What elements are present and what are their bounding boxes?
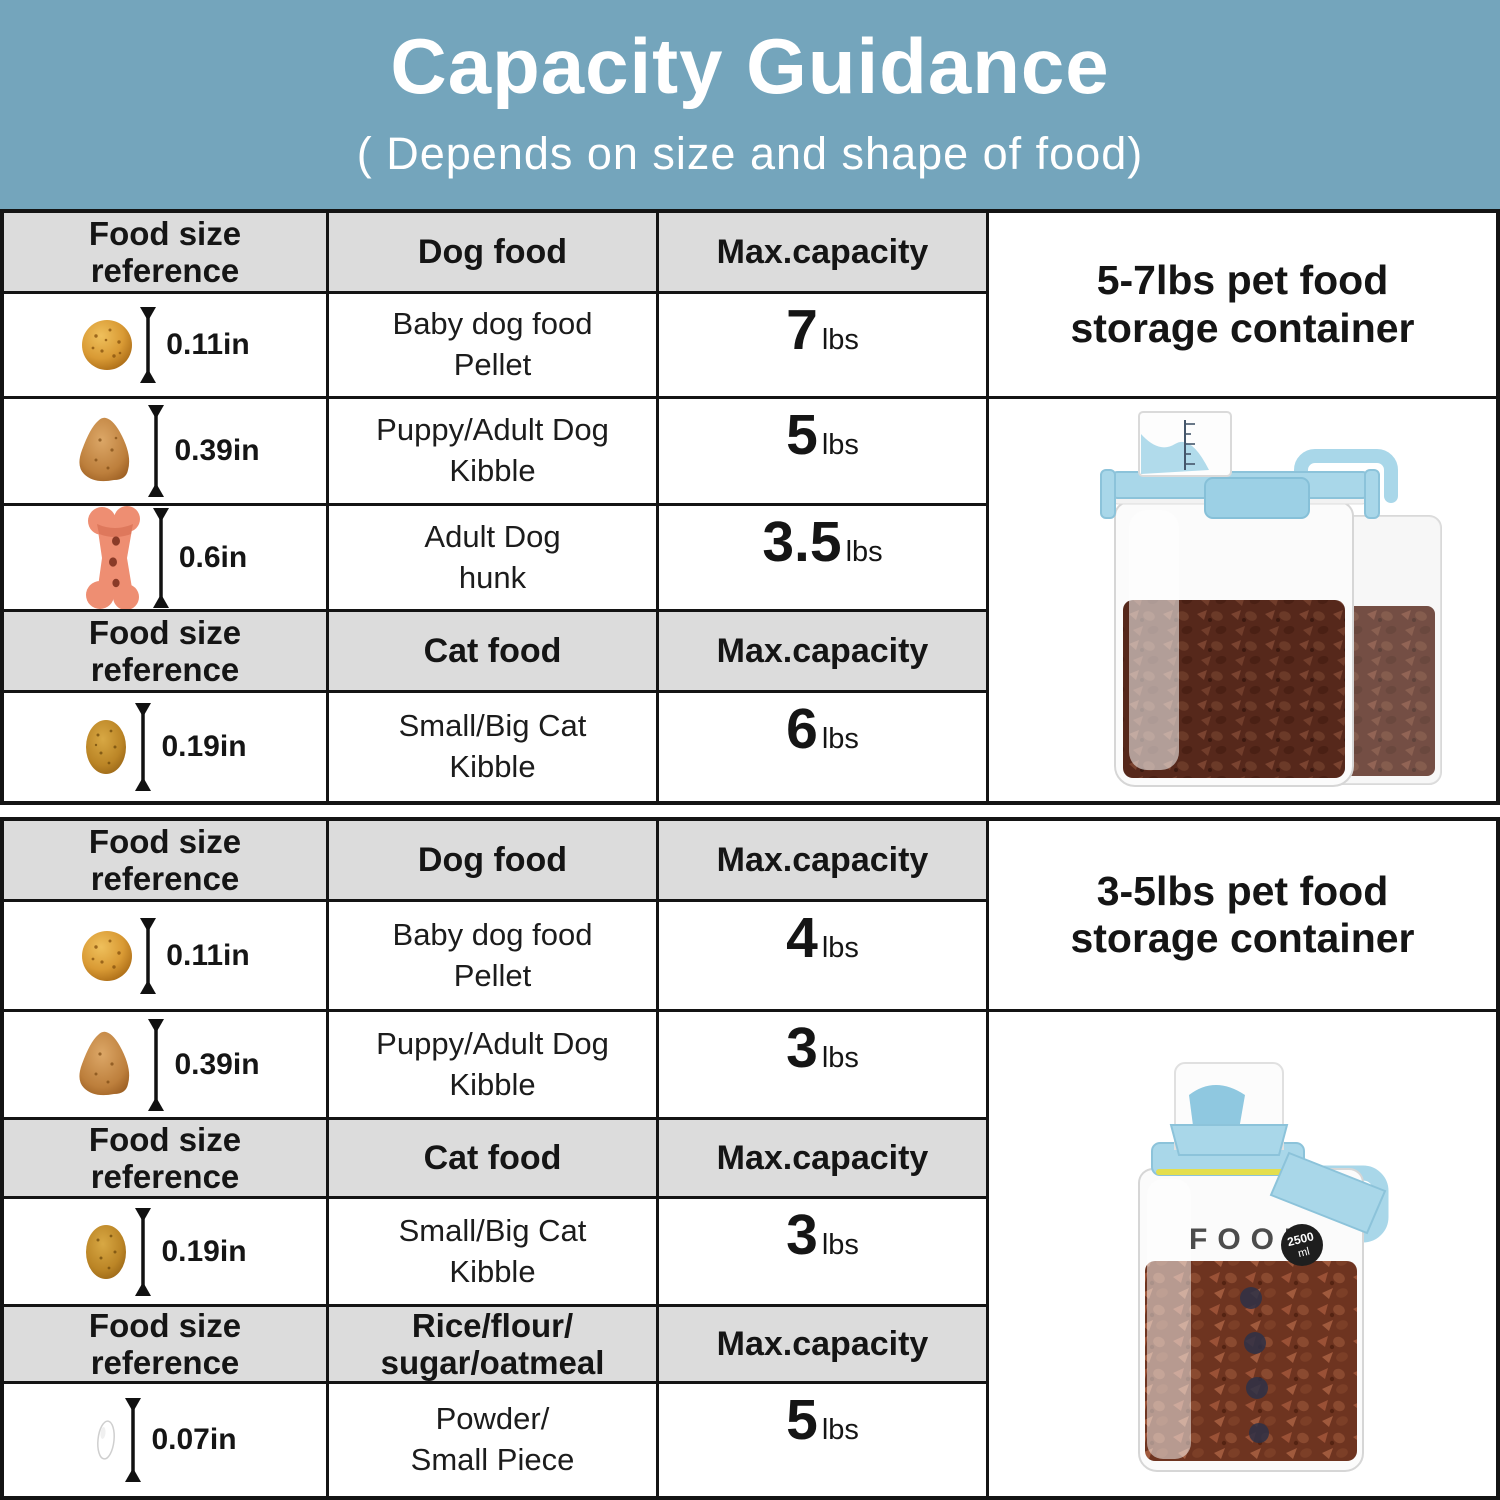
header-food-size-reference: Food size reference bbox=[4, 213, 326, 291]
food-size-cell: 0.11in bbox=[4, 902, 326, 1009]
food-name-cell: Powder/Small Piece bbox=[329, 1384, 656, 1496]
capacity-table-5-7lbs: Food size reference Dog food Max.capacit… bbox=[0, 209, 1500, 805]
food-size-cell: 0.19in bbox=[4, 1199, 326, 1304]
header-food-size-reference: Food size reference bbox=[4, 1307, 326, 1381]
header-food-size-reference: Food size reference bbox=[4, 612, 326, 690]
measuring-cup-icon bbox=[1138, 411, 1232, 477]
round-pellet-icon bbox=[82, 320, 133, 370]
triangle-kibble-icon bbox=[79, 417, 130, 482]
page-title: Capacity Guidance bbox=[390, 22, 1110, 110]
food-name-cell: Baby dog food Pellet bbox=[329, 902, 656, 1009]
svg-text:ml: ml bbox=[1297, 1246, 1311, 1260]
header-dog-food: Dog food bbox=[329, 821, 656, 899]
food-size-value: 0.39in bbox=[174, 434, 260, 467]
food-name-cell: Baby dog food Pellet bbox=[329, 294, 656, 396]
header-max-capacity: Max.capacity bbox=[659, 612, 986, 690]
triangle-kibble-icon bbox=[79, 1031, 130, 1095]
table-divider-gap bbox=[0, 805, 1500, 817]
svg-text:2500: 2500 bbox=[1286, 1229, 1316, 1249]
round-pellet-icon bbox=[82, 930, 133, 981]
dimension-marker-icon bbox=[140, 307, 157, 383]
banner: Capacity Guidance ( Depends on size and … bbox=[0, 0, 1500, 209]
food-name-cell: Adult Dog hunk bbox=[329, 506, 656, 609]
container-image-3-5lbs: FOOD 2500 ml bbox=[989, 1012, 1496, 1496]
large-container-illustration bbox=[1100, 411, 1442, 787]
product-title-3-5lbs: 3-5lbs pet food storage container bbox=[989, 821, 1496, 1009]
food-size-cell: 0.39in bbox=[4, 1012, 326, 1117]
capacity-cell: 5 lbs bbox=[659, 399, 986, 503]
header-cat-food: Cat food bbox=[329, 1120, 656, 1196]
small-container-illustration: FOOD 2500 ml bbox=[1138, 1062, 1389, 1472]
header-cat-food: Cat food bbox=[329, 612, 656, 690]
capacity-table-3-5lbs: Food size reference Dog food Max.capacity… bbox=[0, 817, 1500, 1500]
food-size-value: 0.6in bbox=[178, 540, 248, 574]
food-name-cell: Puppy/Adult Dog Kibble bbox=[329, 399, 656, 503]
scale-dots bbox=[1240, 1287, 1269, 1443]
capacity-cell: 3 lbs bbox=[659, 1012, 986, 1117]
page-subtitle: ( Depends on size and shape of food) bbox=[356, 128, 1144, 179]
header-max-capacity: Max.capacity bbox=[659, 1120, 986, 1196]
pour-cup-icon bbox=[1169, 1062, 1289, 1156]
food-name-cell: Small/Big Cat Kibble bbox=[329, 1199, 656, 1304]
header-food-size-reference: Food size reference bbox=[4, 821, 326, 899]
dimension-marker-icon bbox=[148, 1018, 165, 1111]
volume-badge: 2500 ml bbox=[1281, 1224, 1323, 1266]
dimension-marker-icon bbox=[135, 1207, 152, 1296]
food-size-cell: 0.11in bbox=[4, 294, 326, 396]
dimension-marker-icon bbox=[135, 703, 152, 791]
handle-icon bbox=[1281, 1165, 1389, 1243]
dimension-marker-icon bbox=[125, 1398, 142, 1482]
capacity-cell: 6 lbs bbox=[659, 693, 986, 801]
food-size-value: 0.19in bbox=[161, 1234, 247, 1268]
capacity-cell: 7 lbs bbox=[659, 294, 986, 396]
dimension-marker-icon bbox=[152, 507, 169, 608]
bone-treat-icon bbox=[85, 506, 140, 609]
dimension-marker-icon bbox=[140, 917, 157, 994]
food-size-value: 0.39in bbox=[174, 1047, 260, 1081]
food-size-value: 0.11in bbox=[166, 328, 250, 361]
capacity-cell: 3 lbs bbox=[659, 1199, 986, 1304]
capacity-cell: 5 lbs bbox=[659, 1384, 986, 1496]
rice-grain-icon bbox=[97, 1420, 116, 1460]
food-size-value: 0.07in bbox=[151, 1423, 237, 1456]
header-dog-food: Dog food bbox=[329, 213, 656, 291]
small-kibble-icon bbox=[86, 1224, 127, 1279]
front-container bbox=[1114, 501, 1354, 787]
capacity-cell: 3.5 lbs bbox=[659, 506, 986, 609]
food-size-cell: 0.39in bbox=[4, 399, 326, 503]
food-name-cell: Small/Big Cat Kibble bbox=[329, 693, 656, 801]
header-max-capacity: Max.capacity bbox=[659, 821, 986, 899]
food-size-value: 0.19in bbox=[161, 730, 247, 763]
header-max-capacity: Max.capacity bbox=[659, 213, 986, 291]
dimension-marker-icon bbox=[148, 405, 165, 497]
handle-icon bbox=[1294, 449, 1398, 503]
product-title-5-7lbs: 5-7lbs pet food storage container bbox=[989, 213, 1496, 396]
header-food-size-reference: Food size reference bbox=[4, 1120, 326, 1196]
food-size-value: 0.11in bbox=[166, 938, 250, 972]
capacity-cell: 4 lbs bbox=[659, 902, 986, 1009]
small-kibble-icon bbox=[86, 720, 127, 774]
food-name-cell: Puppy/Adult Dog Kibble bbox=[329, 1012, 656, 1117]
lid bbox=[1100, 469, 1380, 519]
container-image-5-7lbs bbox=[989, 399, 1496, 801]
food-size-cell: 0.6in bbox=[4, 506, 326, 609]
header-rice-flour: Rice/flour/sugar/oatmeal bbox=[329, 1307, 656, 1381]
header-max-capacity: Max.capacity bbox=[659, 1307, 986, 1381]
food-size-cell: 0.07in bbox=[4, 1384, 326, 1496]
food-size-cell: 0.19in bbox=[4, 693, 326, 801]
